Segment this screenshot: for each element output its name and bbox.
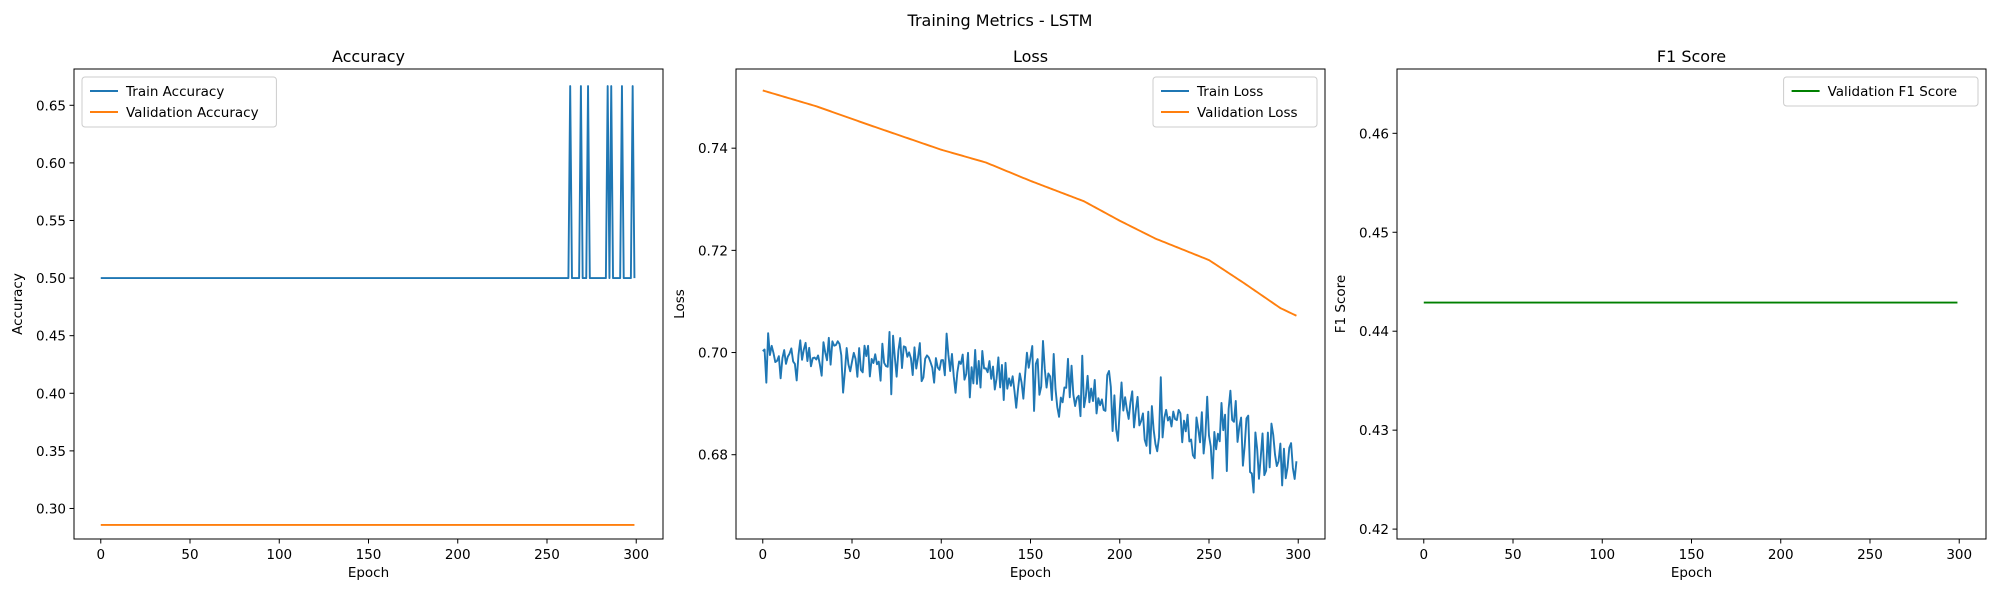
plot-frame [73,68,664,540]
y-tick-label: 0.43 [1359,423,1389,439]
y-tick-label: 0.65 [36,98,66,114]
y-tick-label: 0.35 [36,444,66,460]
legend-box [81,76,277,128]
plot-frame [735,68,1326,540]
x-tick-label: 150 [1018,547,1044,563]
x-axis-label: Epoch [1010,565,1051,581]
y-tick-label: 0.45 [36,329,66,345]
x-tick-label: 50 [1504,547,1521,563]
x-tick-label: 150 [1679,547,1705,563]
plot-frame [1396,68,1987,540]
x-tick-label: 100 [928,547,954,563]
legend-box [1783,76,1979,107]
y-tick-label: 0.30 [36,501,66,517]
y-tick-label: 0.44 [1359,324,1389,340]
y-axis-label: Accuracy [10,273,26,335]
y-tick-label: 0.74 [698,141,728,157]
y-tick-label: 0.42 [1359,522,1389,538]
legend: Validation F1 Score [1783,76,1979,107]
chart-panel-1: 0 50 100 150 200 250 300 0.30 0.35 0.40 0.45 0.50 0.… [10,47,664,581]
legend-box [1152,76,1318,128]
chart-panel-3: 0 50 100 150 200 250 300 0.42 0.43 0.44 0.45 0.46 F1… [1333,47,1987,581]
chart-panel-2: 0 50 100 150 200 250 300 0.68 0.70 0.72 0.74 Loss Ep… [672,47,1326,581]
y-tick-label: 0.45 [1359,225,1389,241]
legend-label: Validation Loss [1197,105,1298,121]
x-tick-label: 50 [843,547,860,563]
x-tick-label: 300 [623,547,649,563]
x-tick-label: 100 [1589,547,1615,563]
x-tick-label: 0 [96,547,105,563]
y-tick-label: 0.72 [698,243,728,259]
x-tick-label: 300 [1285,547,1311,563]
legend-label: Validation F1 Score [1828,84,1957,100]
x-axis-label: Epoch [348,565,389,581]
x-tick-label: 250 [534,547,560,563]
legend-label: Train Accuracy [125,84,224,100]
y-tick-label: 0.40 [36,386,66,402]
chart-title: F1 Score [1657,47,1726,66]
legend-label: Train Loss [1196,84,1263,100]
y-axis-label: F1 Score [1333,275,1349,333]
series-line-1 [762,330,1298,494]
legend: Train Accuracy Validation Accuracy [81,76,277,128]
x-tick-label: 150 [356,547,382,563]
y-tick-label: 0.46 [1359,126,1389,142]
y-tick-label: 0.70 [698,346,728,362]
x-tick-label: 300 [1946,547,1972,563]
x-tick-label: 200 [445,547,471,563]
y-tick-label: 0.55 [36,213,66,229]
x-axis-label: Epoch [1671,565,1712,581]
x-tick-label: 250 [1196,547,1222,563]
figure-title: Training Metrics - LSTM [907,11,1093,30]
chart-title: Loss [1013,47,1048,66]
legend-label: Validation Accuracy [126,105,259,121]
x-tick-label: 250 [1857,547,1883,563]
x-tick-label: 200 [1107,547,1133,563]
y-tick-label: 0.50 [36,271,66,287]
y-axis-label: Loss [672,289,688,319]
x-tick-label: 200 [1768,547,1794,563]
x-tick-label: 50 [181,547,198,563]
series-line-2 [762,89,1297,317]
x-tick-label: 0 [758,547,767,563]
y-tick-label: 0.60 [36,156,66,172]
y-tick-label: 0.68 [698,448,728,464]
series-line-1 [100,85,636,280]
x-tick-label: 100 [266,547,292,563]
legend: Train Loss Validation Loss [1152,76,1318,128]
x-tick-label: 0 [1419,547,1428,563]
chart-title: Accuracy [332,47,405,66]
